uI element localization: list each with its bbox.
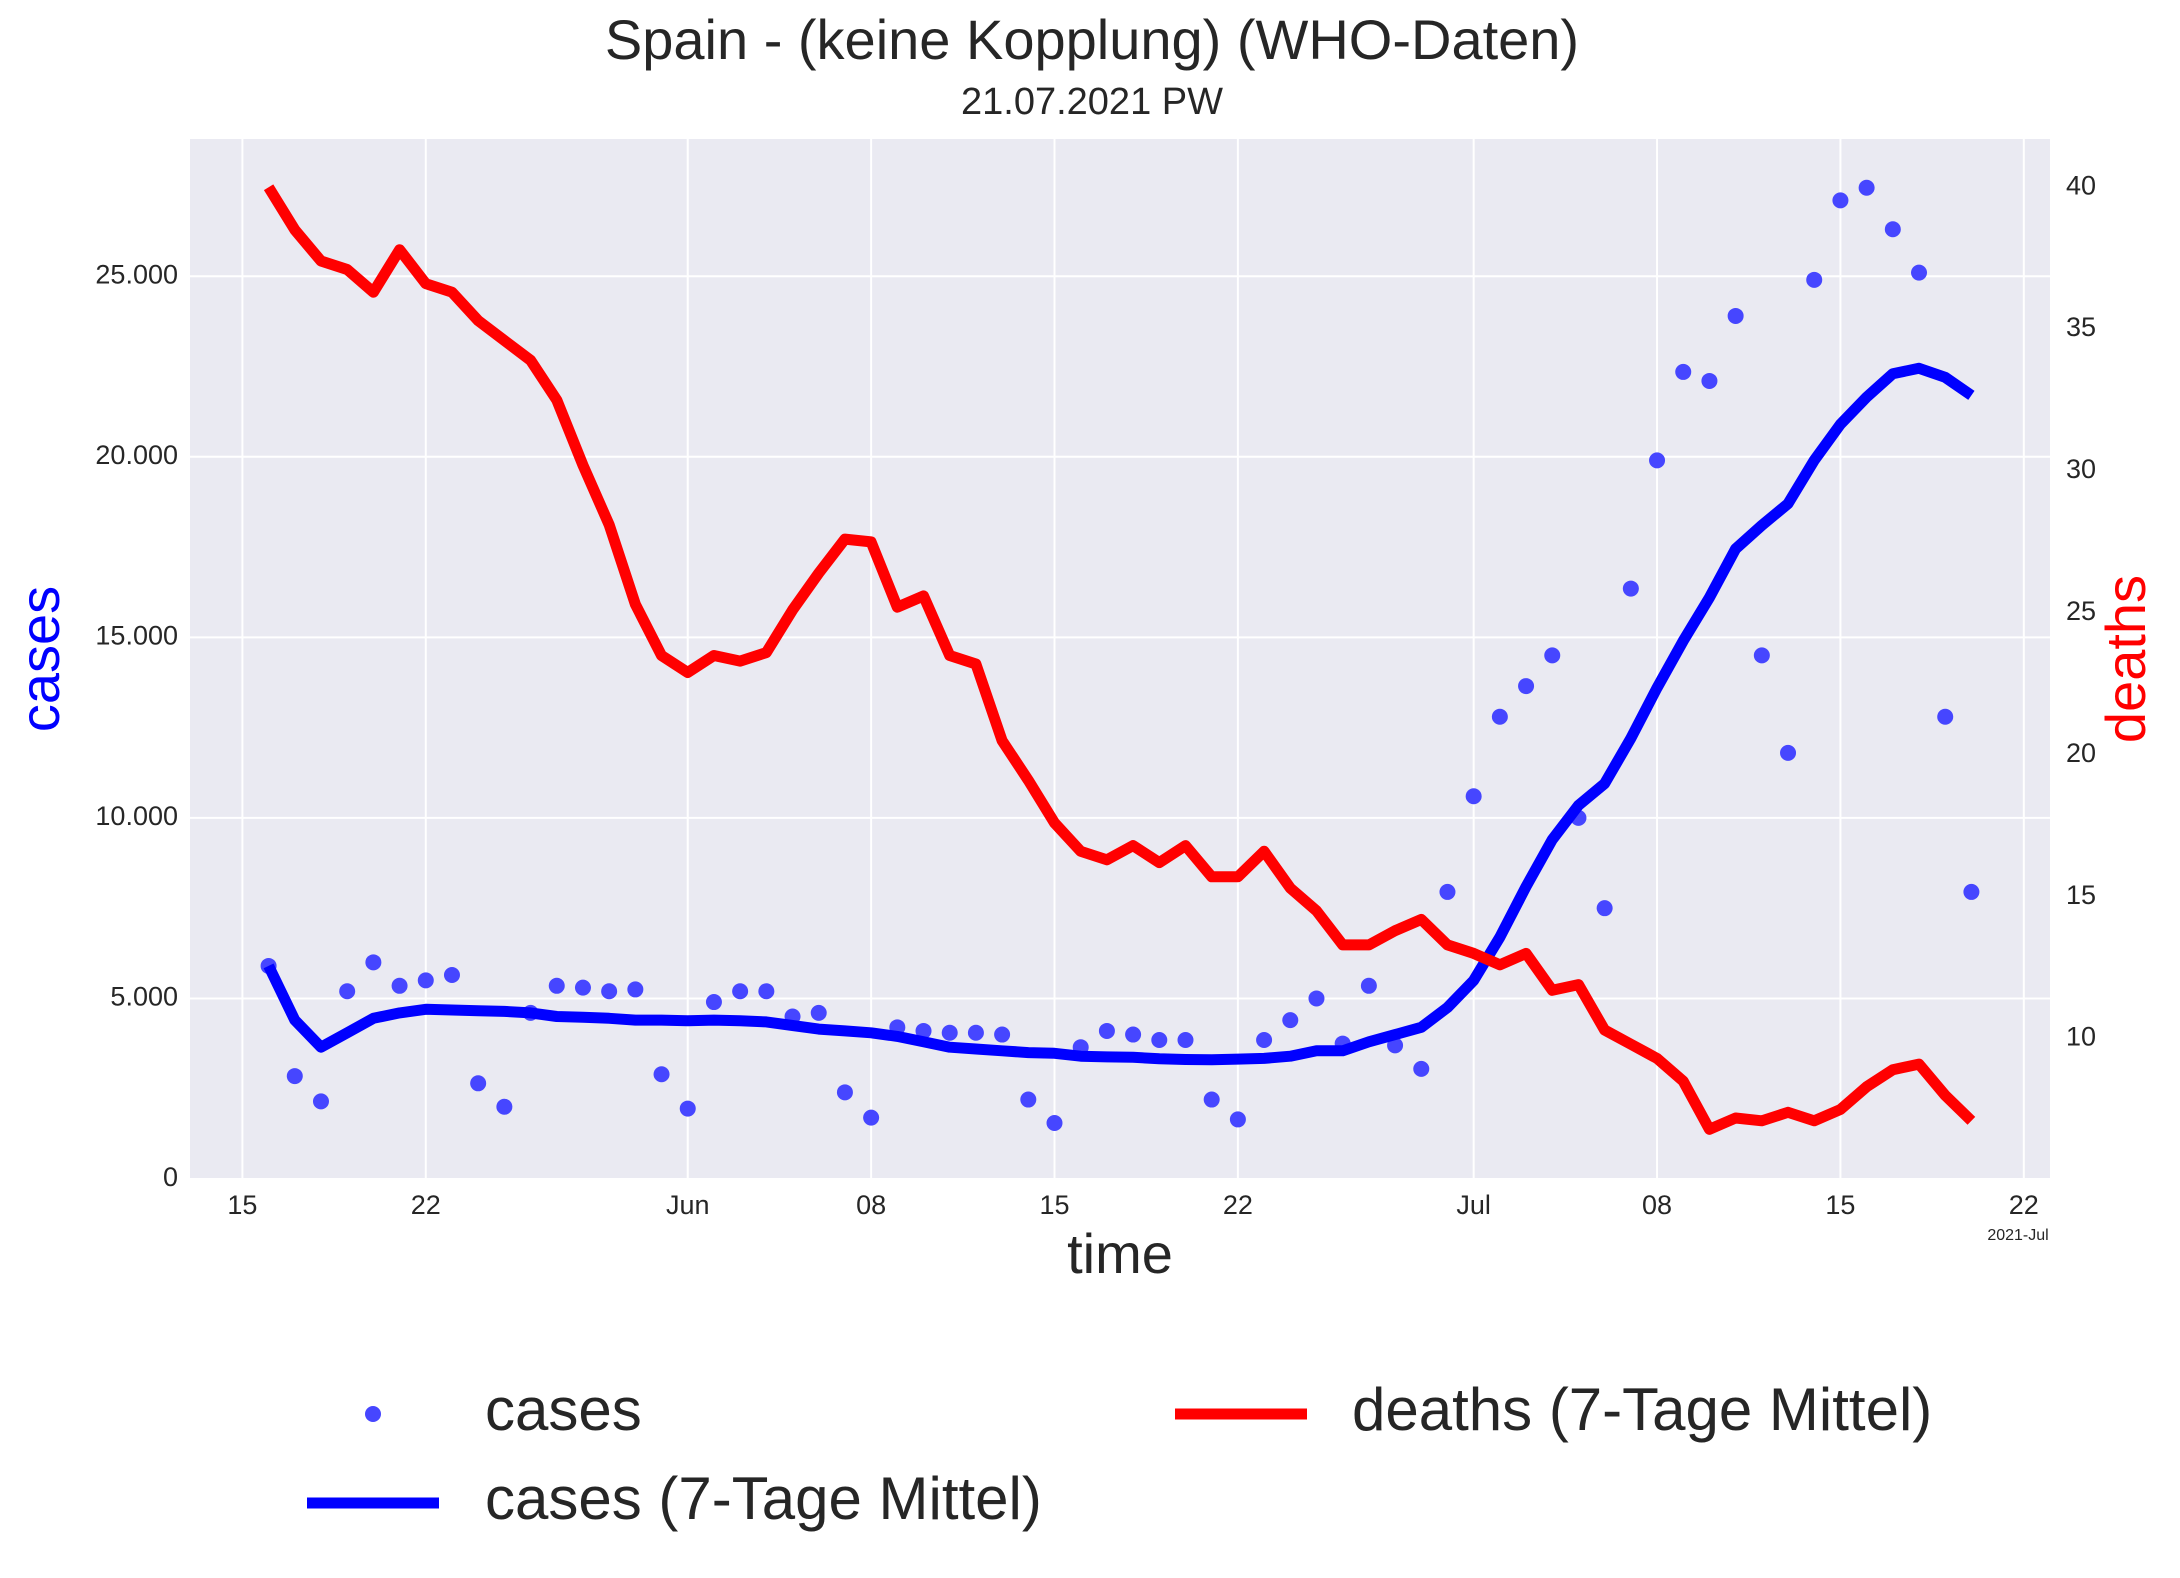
- data-point: [758, 983, 775, 1000]
- y2-tick-label: 40: [2066, 170, 2096, 200]
- x-tick-label: 22: [2009, 1190, 2039, 1220]
- data-point: [365, 954, 382, 971]
- y2-tick-label: 30: [2066, 454, 2096, 484]
- legend-label: deaths (7-Tage Mittel): [1352, 1376, 1932, 1443]
- data-point: [1020, 1091, 1037, 1108]
- data-point: [391, 977, 408, 994]
- x-tick-label: Jun: [666, 1190, 710, 1220]
- data-point: [915, 1022, 932, 1039]
- data-point: [1858, 179, 1875, 196]
- data-point: [286, 1068, 303, 1085]
- y2-tick-label: 15: [2066, 880, 2096, 910]
- data-point: [1360, 977, 1377, 994]
- data-point: [836, 1084, 853, 1101]
- x-tick-label: 08: [856, 1190, 886, 1220]
- data-point: [574, 979, 591, 996]
- legend-label: cases (7-Tage Mittel): [485, 1465, 1042, 1532]
- data-point: [732, 983, 749, 1000]
- data-point: [601, 983, 618, 1000]
- data-point: [417, 972, 434, 989]
- data-line: [263, 184, 1976, 1135]
- data-point: [1622, 580, 1639, 597]
- data-point: [1465, 788, 1482, 805]
- y-tick-label: 0: [163, 1162, 178, 1192]
- y2-tick-label: 20: [2066, 738, 2096, 768]
- data-point: [1649, 452, 1666, 469]
- y-tick-label: 5.000: [110, 982, 178, 1012]
- data-point: [1832, 192, 1849, 209]
- data-point: [496, 1098, 513, 1115]
- data-point: [967, 1024, 984, 1041]
- data-point: [548, 977, 565, 994]
- data-point: [339, 983, 356, 1000]
- data-point: [1701, 372, 1718, 389]
- data-point: [1308, 990, 1325, 1007]
- data-point: [1806, 271, 1823, 288]
- data-line: [263, 362, 1975, 1066]
- legend-marker: [365, 1406, 381, 1422]
- data-point: [1256, 1031, 1273, 1048]
- y2-tick-label: 25: [2066, 596, 2096, 626]
- y-tick-label: 10.000: [95, 801, 178, 831]
- data-point: [1675, 363, 1692, 380]
- data-point: [443, 966, 460, 983]
- data-point: [941, 1024, 958, 1041]
- data-point: [1282, 1012, 1299, 1029]
- data-point: [1544, 647, 1561, 664]
- y2-axis-label: deaths: [2094, 575, 2157, 743]
- data-point: [1203, 1091, 1220, 1108]
- x-tick-label: 22: [411, 1190, 441, 1220]
- x-axis-label: time: [1067, 1222, 1173, 1285]
- y-tick-label: 20.000: [95, 440, 178, 470]
- data-point: [1780, 744, 1797, 761]
- y-tick-label: 25.000: [95, 259, 178, 289]
- x-tick-label: 15: [227, 1190, 257, 1220]
- x-tick-label: 08: [1642, 1190, 1672, 1220]
- chart-subtitle: 21.07.2021 PW: [961, 81, 1223, 123]
- data-point: [1753, 647, 1770, 664]
- data-point: [1177, 1031, 1194, 1048]
- x-tick-label: 15: [1825, 1190, 1855, 1220]
- chart-title: Spain - (keine Kopplung) (WHO-Daten): [605, 8, 1579, 71]
- data-point: [1229, 1111, 1246, 1128]
- data-point: [810, 1004, 827, 1021]
- x-tick-label: 15: [1039, 1190, 1069, 1220]
- y-tick-label: 15.000: [95, 620, 178, 650]
- data-point: [1098, 1022, 1115, 1039]
- data-point: [1413, 1060, 1430, 1077]
- x-offset-label: 2021-Jul: [1987, 1227, 2048, 1244]
- data-point: [1596, 900, 1613, 917]
- y2-tick-label: 10: [2066, 1022, 2096, 1052]
- data-point: [1963, 883, 1980, 900]
- data-point: [705, 994, 722, 1011]
- data-point: [1937, 708, 1954, 725]
- y2-tick-label: 35: [2066, 312, 2096, 342]
- data-point: [679, 1100, 696, 1117]
- data-point: [1491, 708, 1508, 725]
- data-point: [1911, 264, 1928, 281]
- plot-area: [190, 139, 2050, 1179]
- data-point: [1884, 221, 1901, 238]
- data-point: [1727, 307, 1744, 324]
- data-point: [994, 1026, 1011, 1043]
- data-point: [470, 1075, 487, 1092]
- data-point: [1125, 1026, 1142, 1043]
- data-point: [653, 1066, 670, 1083]
- data-point: [1518, 678, 1535, 695]
- data-point: [1046, 1115, 1063, 1132]
- legend-label: cases: [485, 1376, 642, 1443]
- x-tick-label: 22: [1223, 1190, 1253, 1220]
- data-point: [312, 1093, 329, 1110]
- y-axis-label: cases: [8, 586, 71, 732]
- data-point: [627, 981, 644, 998]
- x-tick-label: Jul: [1456, 1190, 1491, 1220]
- data-point: [863, 1109, 880, 1126]
- data-point: [1151, 1031, 1168, 1048]
- data-point: [1439, 883, 1456, 900]
